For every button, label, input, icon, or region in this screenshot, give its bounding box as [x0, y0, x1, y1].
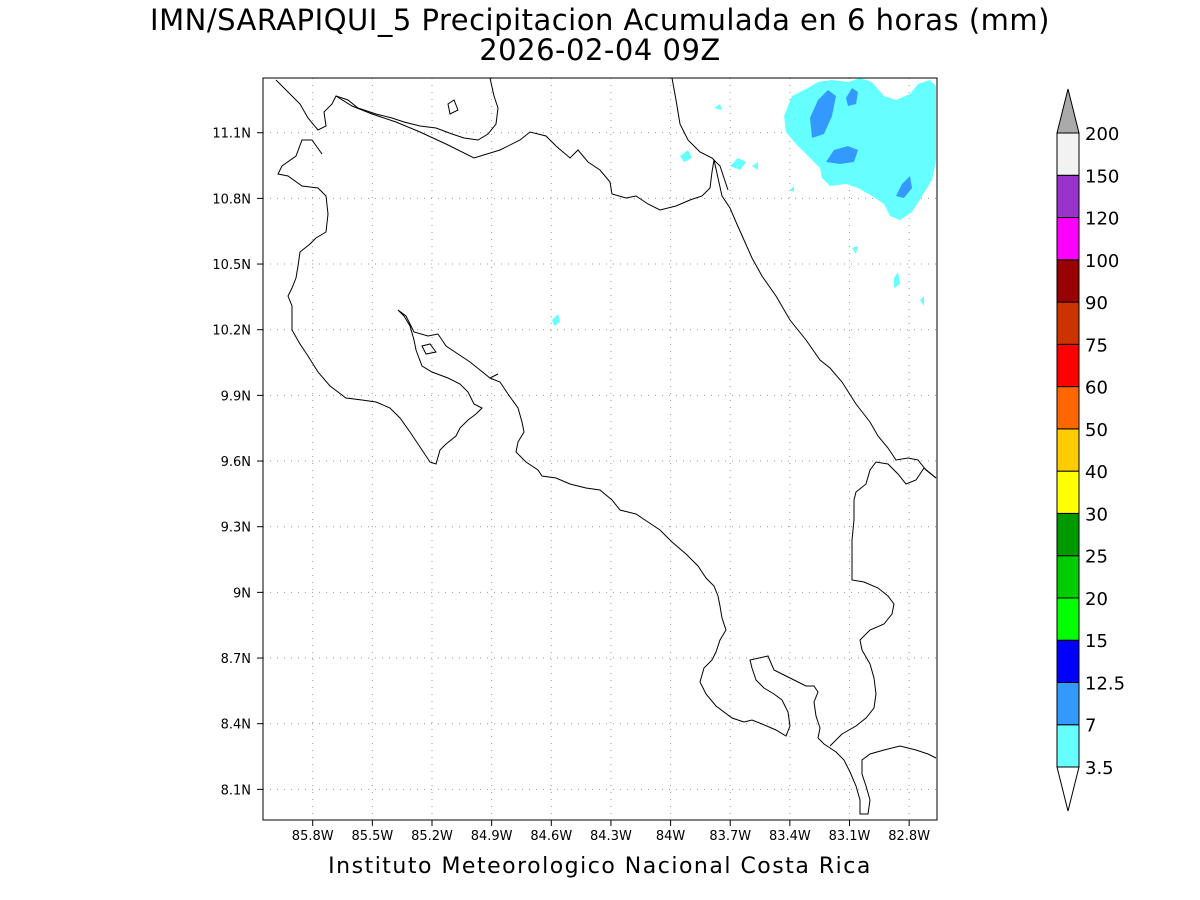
colorbar-swatch — [1056, 724, 1080, 768]
colorbar-swatch — [1056, 512, 1080, 557]
colorbar-label: 40 — [1085, 462, 1108, 483]
lat-tick-label: 9N — [233, 586, 251, 601]
precip-area-3.5 — [790, 186, 794, 192]
credit-line: Instituto Meteorologico Nacional Costa R… — [328, 854, 872, 879]
nicaragua-caribbean-coast — [671, 77, 729, 191]
colorbar-swatch — [1056, 132, 1080, 176]
precip-area-7 — [826, 146, 858, 164]
lat-tick-label: 10.2N — [212, 324, 251, 339]
map-title: IMN/SARAPIQUI_5 Precipitacion Acumulada … — [150, 3, 1050, 37]
colorbar-label: 120 — [1085, 209, 1119, 230]
lon-tick-label: 85.2W — [411, 829, 453, 844]
colorbar-swatch — [1056, 681, 1080, 726]
lat-tick-label: 8.4N — [221, 718, 251, 733]
coastlines-and-borders — [275, 77, 937, 815]
lat-tick-label: 10.8N — [212, 192, 251, 207]
lon-tick-label: 84.9W — [471, 829, 513, 844]
colorbar-swatch — [1056, 259, 1080, 303]
gulf-of-nicoya-island — [421, 343, 437, 355]
lon-tick-label: 85.5W — [351, 829, 393, 844]
costa-rica-caribbean-coast — [713, 159, 937, 479]
precip-area-3.5 — [894, 272, 900, 288]
precip-area-7 — [846, 88, 858, 106]
lon-tick-label: 84W — [656, 829, 686, 844]
precip-area-3.5 — [680, 150, 692, 162]
colorbar-swatch — [1056, 470, 1080, 514]
colorbar-label: 75 — [1085, 335, 1108, 356]
precip-area-3.5 — [852, 246, 858, 254]
colorbar-label: 12.5 — [1085, 673, 1125, 694]
lat-lon-grid — [263, 78, 937, 820]
precip-area-3.5 — [730, 158, 746, 170]
colorbar-swatch — [1056, 343, 1080, 388]
colorbar-label: 25 — [1085, 547, 1108, 568]
osa-peninsula — [743, 655, 937, 815]
map-valid-time: 2026-02-04 09Z — [479, 33, 721, 67]
colorbar-swatch — [1056, 597, 1080, 641]
colorbar-label: 90 — [1085, 293, 1108, 314]
colorbar-swatch — [1056, 555, 1080, 599]
colorbar-swatch — [1056, 639, 1080, 683]
map-frame — [262, 77, 938, 821]
colorbar-label: 20 — [1085, 589, 1108, 610]
precip-area-7 — [810, 90, 836, 138]
colorbar-under-arrow — [1056, 766, 1080, 812]
colorbar-swatch — [1056, 217, 1080, 261]
lake-island — [447, 99, 459, 115]
colorbar-label: 7 — [1085, 716, 1096, 737]
lat-tick-label: 8.7N — [221, 652, 251, 667]
precipitation-field — [552, 78, 936, 326]
lon-tick-label: 85.8W — [292, 829, 334, 844]
precip-area-3.5 — [714, 104, 722, 110]
colorbar-label: 50 — [1085, 420, 1108, 441]
colorbar-label: 60 — [1085, 378, 1108, 399]
lon-tick-label: 83.4W — [769, 829, 811, 844]
latitude-axis: 11.1N 10.8N 10.5N 10.2N 9.9N 9.6N 9.3N 9N 8.7N 8.… — [212, 127, 263, 798]
colorbar-swatch — [1056, 174, 1080, 219]
map-panel — [263, 78, 937, 820]
colorbar-label: 200 — [1085, 124, 1119, 145]
colorbar-label: 30 — [1085, 504, 1108, 525]
lat-tick-label: 9.6N — [221, 455, 251, 470]
colorbar-swatch — [1056, 301, 1080, 345]
colorbar-swatch — [1056, 386, 1080, 430]
colorbar: 3.5 7 12.5 15 20 25 30 40 50 60 75 90 100 120 150 200 — [1056, 88, 1125, 812]
colorbar-label: 3.5 — [1085, 758, 1114, 779]
colorbar-swatch — [1056, 428, 1080, 472]
lon-tick-label: 83.1W — [829, 829, 871, 844]
precip-area-7 — [896, 176, 912, 198]
lon-tick-label: 83.7W — [709, 829, 751, 844]
central-pacific-coast — [489, 377, 745, 723]
lon-tick-label: 84.6W — [530, 829, 572, 844]
costa-rica-north-border — [335, 95, 715, 211]
lat-tick-label: 10.5N — [212, 258, 251, 273]
lat-tick-label: 8.1N — [221, 783, 251, 798]
lon-tick-label: 82.8W — [888, 829, 930, 844]
precip-area-3.5 — [920, 296, 924, 306]
colorbar-over-arrow — [1056, 88, 1080, 134]
longitude-axis: 85.8W 85.5W 85.2W 84.9W 84.6W 84.3W 84W 83.7W 83… — [292, 820, 930, 844]
nicaragua-pacific-coast — [275, 77, 499, 141]
lat-tick-label: 9.3N — [221, 521, 251, 536]
lat-tick-label: 11.1N — [212, 127, 251, 142]
colorbar-label: 15 — [1085, 631, 1108, 652]
panama-border — [829, 461, 937, 747]
lat-tick-label: 9.9N — [221, 389, 251, 404]
lon-tick-label: 84.3W — [590, 829, 632, 844]
precip-area-3.5 — [552, 314, 560, 326]
precip-area-3.5 — [752, 162, 758, 170]
nicoya-north-coast — [277, 139, 499, 465]
colorbar-label: 150 — [1085, 166, 1119, 187]
colorbar-label: 100 — [1085, 251, 1119, 272]
